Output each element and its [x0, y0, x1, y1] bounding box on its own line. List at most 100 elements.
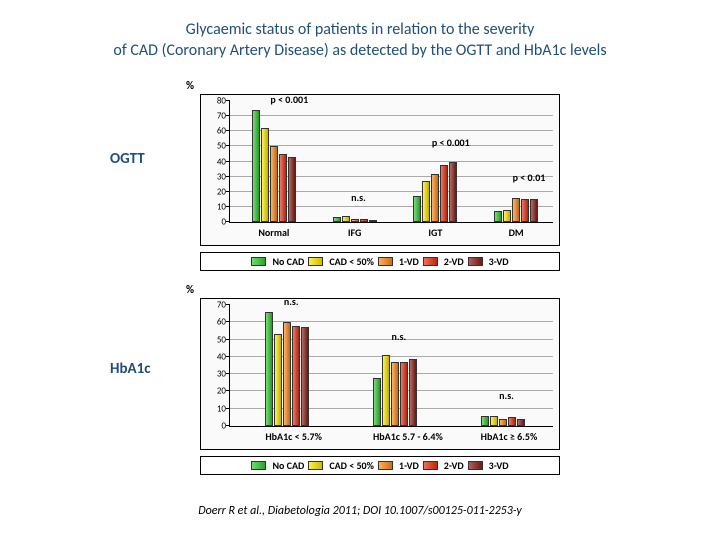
ytick: 40 — [217, 156, 226, 167]
p-value: n.s. — [284, 295, 299, 308]
legend-label: 2-VD — [444, 255, 464, 268]
label-ogtt: OGTT — [110, 150, 145, 168]
legend-ogtt: No CAD CAD < 50% 1-VD 2-VD 3-VD — [200, 252, 560, 271]
ytick: 0 — [221, 421, 226, 432]
bar — [413, 196, 421, 222]
legend-swatch — [423, 257, 438, 266]
bar-group: IGT — [413, 162, 457, 223]
bar — [369, 220, 377, 222]
bar-group: HbA1c < 5.7% — [265, 312, 309, 426]
bar — [431, 174, 439, 222]
ytick: 40 — [217, 351, 226, 362]
chart-ogtt: % 01020304050607080Normalp < 0.001IFGn.s… — [200, 94, 560, 246]
bar — [449, 162, 457, 223]
legend-label: 3-VD — [489, 255, 509, 268]
ytick: 20 — [217, 186, 226, 197]
p-value: n.s. — [499, 389, 514, 402]
bar — [288, 157, 296, 222]
x-category: HbA1c < 5.7% — [265, 430, 309, 443]
bar — [265, 312, 273, 426]
legend-label: No CAD — [272, 459, 304, 472]
bar — [490, 416, 498, 426]
bar — [508, 417, 516, 426]
page-title: Glycaemic status of patients in relation… — [0, 0, 720, 62]
bar — [283, 322, 291, 426]
legend-swatch — [468, 257, 483, 266]
bar — [503, 210, 511, 222]
ytick: 30 — [217, 369, 226, 380]
bar — [400, 362, 408, 426]
x-category: HbA1c 5.7 - 6.4% — [373, 430, 417, 443]
x-category: IGT — [413, 226, 457, 239]
bar-group: HbA1c ≥ 6.5% — [481, 416, 525, 426]
legend-swatch — [308, 257, 323, 266]
p-value: p < 0.001 — [270, 93, 308, 106]
bar — [301, 327, 309, 426]
legend-swatch — [378, 461, 393, 470]
bar — [512, 198, 520, 222]
ytick: 60 — [217, 317, 226, 328]
x-category: Normal — [252, 226, 296, 239]
legend-swatch — [468, 461, 483, 470]
p-value: p < 0.001 — [432, 136, 470, 149]
x-category: HbA1c ≥ 6.5% — [481, 430, 525, 443]
legend-label: No CAD — [272, 255, 304, 268]
bar — [481, 416, 489, 426]
legend-swatch — [308, 461, 323, 470]
legend-label: 3-VD — [489, 459, 509, 472]
bar-group: IFG — [333, 216, 377, 222]
ytick: 60 — [217, 126, 226, 137]
bar — [342, 216, 350, 222]
legend-label: CAD < 50% — [329, 255, 374, 268]
ylabel-ogtt: % — [186, 79, 194, 92]
bar — [292, 326, 300, 426]
ytick: 10 — [217, 403, 226, 414]
bar — [499, 419, 507, 426]
bar — [391, 362, 399, 426]
bar — [274, 334, 282, 426]
legend-label: CAD < 50% — [329, 459, 374, 472]
bar — [521, 199, 529, 222]
bar — [530, 199, 538, 222]
bar-group: Normal — [252, 110, 296, 222]
legend-label: 1-VD — [399, 255, 419, 268]
chart-hba1c: % 010203040506070HbA1c < 5.7%n.s.HbA1c 5… — [200, 298, 560, 450]
citation: Doerr R et al., Diabetologia 2011; DOI 1… — [0, 504, 720, 518]
bar — [261, 128, 269, 222]
p-value: n.s. — [392, 330, 407, 343]
bar-group: DM — [494, 198, 538, 222]
bar — [440, 165, 448, 222]
legend-swatch — [423, 461, 438, 470]
bar — [409, 359, 417, 426]
bar — [333, 217, 341, 222]
bar — [270, 146, 278, 222]
label-hba1c: HbA1c — [110, 360, 150, 378]
bar — [517, 419, 525, 426]
ytick: 20 — [217, 386, 226, 397]
legend-swatch — [251, 461, 266, 470]
bar — [422, 181, 430, 222]
bar — [373, 378, 381, 426]
title-line-2: of CAD (Coronary Artery Disease) as dete… — [0, 41, 720, 62]
ytick: 70 — [217, 111, 226, 122]
x-category: IFG — [333, 226, 377, 239]
p-value: n.s. — [351, 191, 366, 204]
legend-swatch — [251, 257, 266, 266]
bar-group: HbA1c 5.7 - 6.4% — [373, 355, 417, 426]
ytick: 50 — [217, 334, 226, 345]
legend-hba1c: No CADCAD < 50%1-VD2-VD3-VD — [200, 456, 560, 475]
legend-label: 2-VD — [444, 459, 464, 472]
ytick: 10 — [217, 201, 226, 212]
x-category: DM — [494, 226, 538, 239]
p-value: p < 0.01 — [513, 171, 546, 184]
ylabel-hba1c: % — [186, 283, 194, 296]
bar — [351, 219, 359, 222]
ytick: 50 — [217, 141, 226, 152]
legend-swatch — [378, 257, 393, 266]
bar — [494, 211, 502, 222]
ytick: 80 — [217, 96, 226, 107]
bar — [252, 110, 260, 222]
ytick: 30 — [217, 171, 226, 182]
ytick: 70 — [217, 300, 226, 311]
title-line-1: Glycaemic status of patients in relation… — [0, 20, 720, 41]
